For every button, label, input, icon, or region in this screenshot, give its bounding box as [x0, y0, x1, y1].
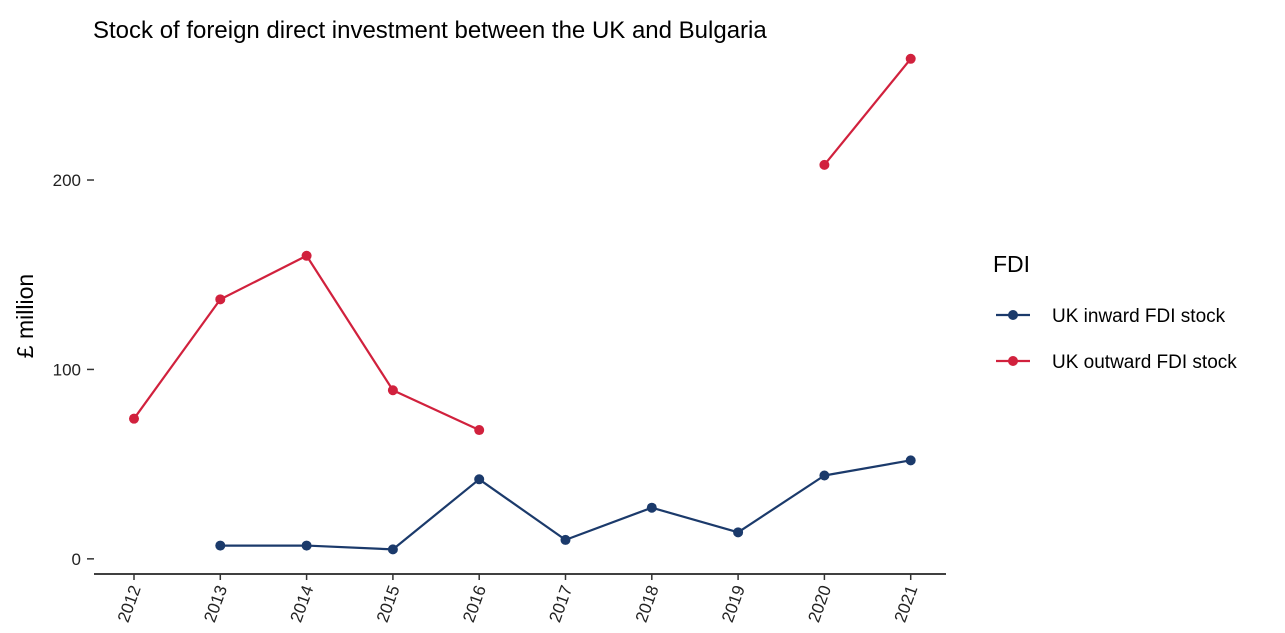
- legend-label: UK outward FDI stock: [1052, 352, 1237, 373]
- x-tick-label: 2021: [891, 583, 922, 625]
- legend-key-point: [1008, 310, 1018, 320]
- x-tick-label: 2020: [804, 583, 835, 625]
- data-point: [129, 413, 139, 424]
- legend-items: UK inward FDI stock UK outward FDI stock: [996, 306, 1237, 373]
- x-tick-label: 2019: [718, 583, 749, 625]
- x-tick-label: 2018: [632, 583, 663, 625]
- series-outward: [129, 53, 916, 436]
- data-point: [387, 385, 398, 396]
- legend-key-point: [1008, 356, 1018, 366]
- y-tick-label: 0: [72, 550, 81, 569]
- series-line: [823, 58, 912, 166]
- x-tick-label: 2013: [200, 583, 231, 625]
- series-line: [133, 254, 480, 432]
- data-point: [560, 534, 571, 545]
- x-tick-label: 2012: [114, 583, 145, 625]
- legend-item: UK outward FDI stock: [996, 352, 1237, 373]
- data-point: [646, 502, 657, 513]
- data-point: [215, 294, 226, 305]
- series-layer: [129, 53, 916, 555]
- legend: FDI UK inward FDI stock UK outward FDI st…: [993, 251, 1237, 373]
- data-point: [819, 470, 830, 481]
- x-axis: 2012 2013 2014 2015 2016 2017 2018 2019 2020 2021: [94, 573, 946, 625]
- x-tick-label: 2014: [287, 583, 318, 625]
- legend-title: FDI: [993, 251, 1030, 277]
- data-point: [301, 250, 312, 261]
- data-point: [301, 540, 312, 551]
- data-point: [733, 527, 744, 538]
- legend-label: UK inward FDI stock: [1052, 306, 1226, 327]
- x-tick-label: 2015: [373, 583, 404, 625]
- data-point: [905, 53, 916, 64]
- data-point: [819, 159, 830, 170]
- y-tick-label: 100: [53, 360, 81, 379]
- series-inward: [215, 455, 916, 555]
- y-axis-label: £ million: [12, 274, 38, 358]
- data-point: [215, 540, 226, 551]
- data-point: [387, 544, 398, 555]
- y-axis: 0 100 200: [53, 171, 94, 569]
- x-tick-label: 2016: [459, 583, 490, 625]
- chart-title: Stock of foreign direct investment betwe…: [93, 17, 767, 44]
- legend-item: UK inward FDI stock: [996, 306, 1226, 327]
- x-tick-label: 2017: [545, 583, 576, 625]
- data-point: [474, 474, 485, 485]
- data-point: [474, 425, 485, 436]
- y-tick-label: 200: [53, 171, 81, 190]
- data-point: [905, 455, 916, 466]
